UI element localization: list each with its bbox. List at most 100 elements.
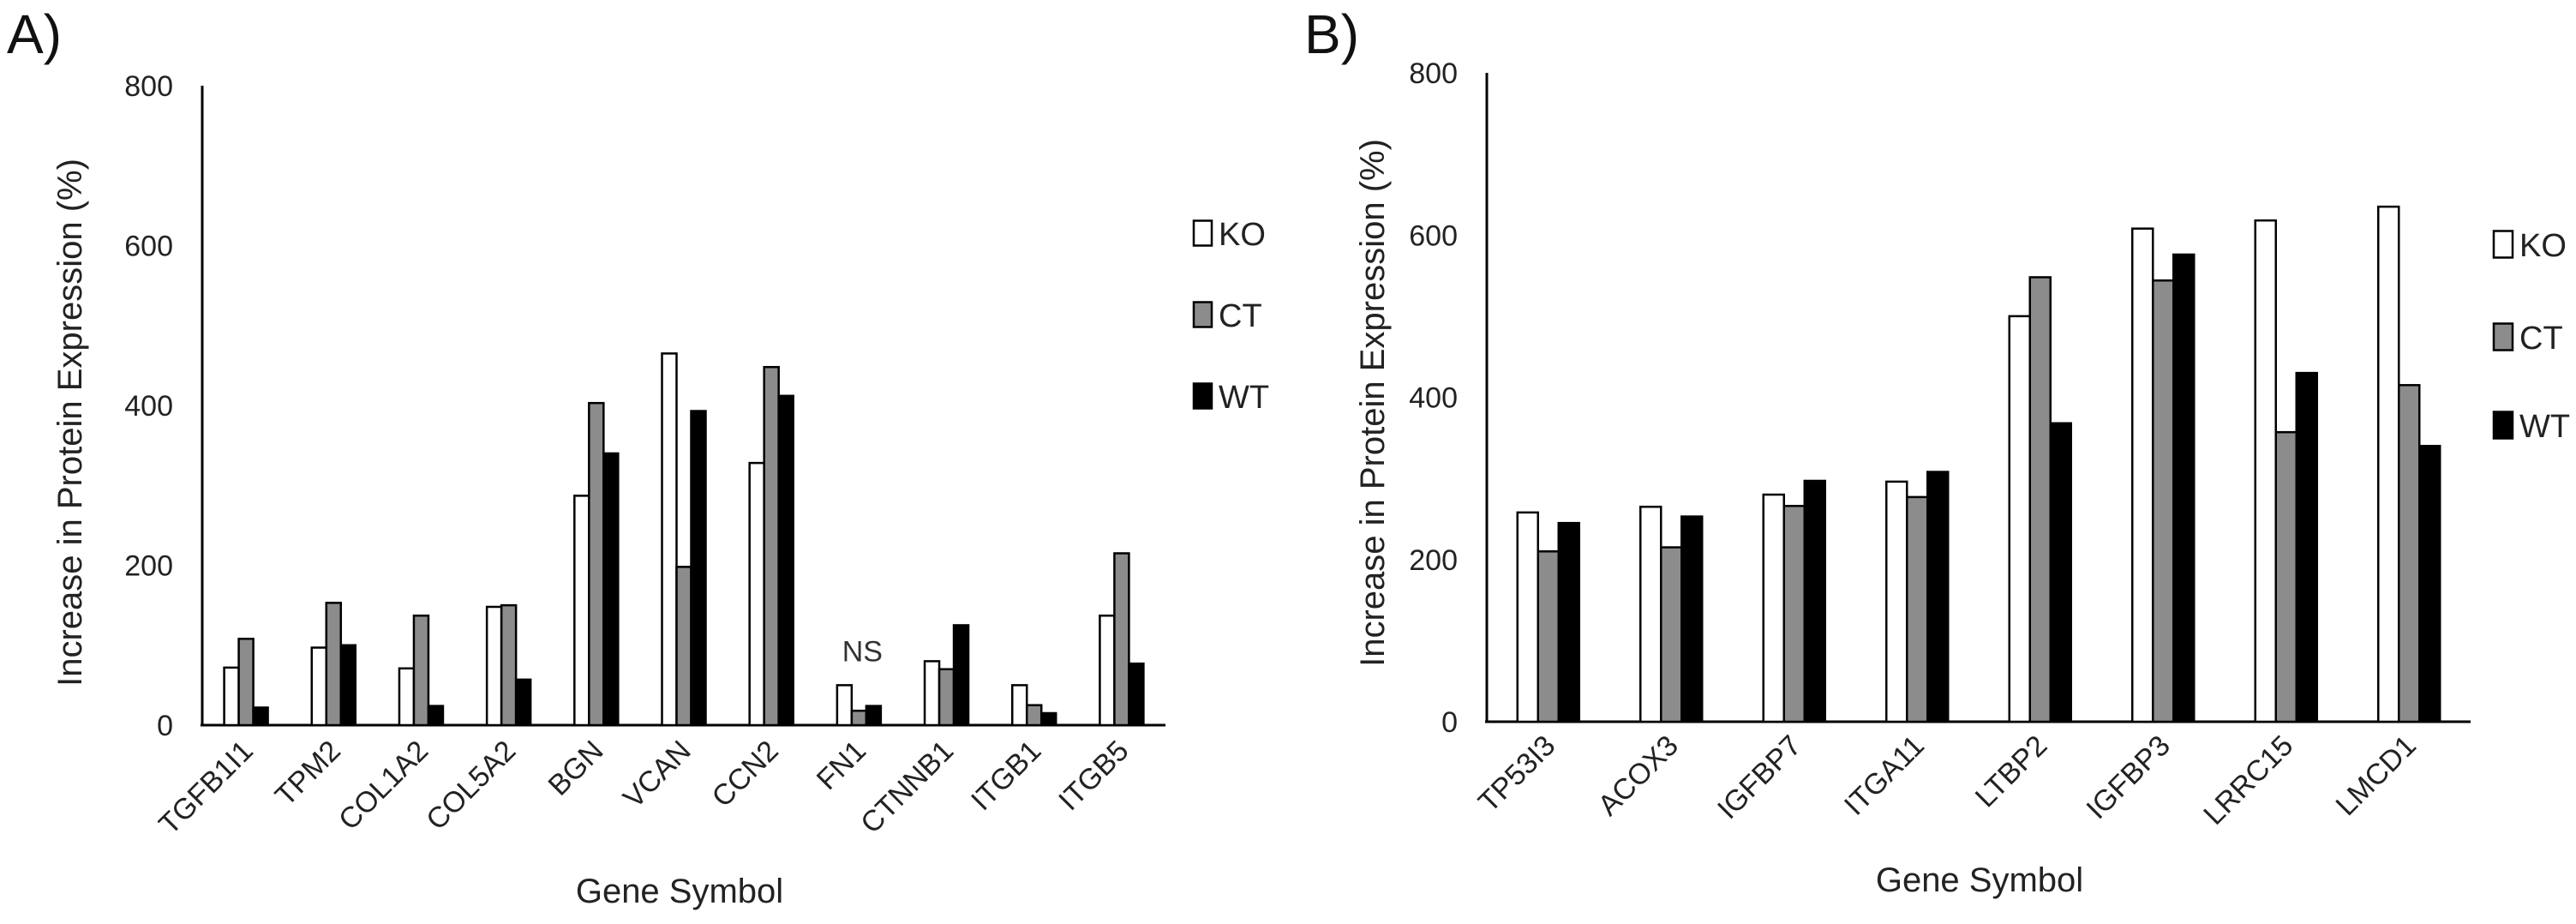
bar-ct-bgn (588, 401, 605, 727)
x-axis-title-a: Gene Symbol (576, 873, 783, 910)
bar-wt-col5a2 (514, 678, 532, 727)
category-label: COL5A2 (420, 735, 522, 837)
bar-wt-tgfb1i1 (252, 706, 269, 727)
category-label: ACOX3 (1592, 729, 1685, 822)
y-tick-label: 0 (1441, 706, 1458, 739)
legend-label-wt: WT (1219, 380, 1269, 416)
bar-wt-igfbp3 (2172, 253, 2196, 723)
bar-ko-bgn (573, 495, 590, 727)
bar-wt-itga11 (1926, 471, 1950, 723)
bar-ko-lrrc15 (2254, 219, 2277, 723)
bar-ct-igfbp3 (2152, 279, 2175, 723)
bar-wt-igfbp7 (1803, 479, 1826, 723)
bar-ko-tp53i3 (1516, 511, 1539, 723)
bars-b (1516, 205, 2441, 723)
legend-swatch-ko (2492, 230, 2514, 259)
bar-ko-col1a2 (398, 667, 416, 727)
bar-ct-vcan (675, 566, 692, 727)
y-tick-label: 600 (1409, 219, 1458, 252)
x-axis-title-b: Gene Symbol (1876, 861, 2083, 899)
bar-ct-tgfb1i1 (237, 638, 255, 727)
bar-ko-col5a2 (485, 605, 503, 727)
bar-wt-ccn2 (777, 394, 794, 727)
bar-ko-ltbp2 (2008, 315, 2031, 723)
legend-swatch-wt (1192, 382, 1213, 410)
bar-ct-itgb5 (1113, 552, 1130, 727)
category-label: COL1A2 (332, 735, 434, 837)
y-ticks-a: 0 200 400 600 800 (124, 70, 173, 742)
bar-ct-ccn2 (763, 365, 780, 727)
bar-ko-ccn2 (748, 461, 765, 727)
bar-wt-itgb1 (1039, 711, 1057, 727)
y-tick-label: 400 (1409, 382, 1458, 415)
bar-wt-tp53i3 (1557, 521, 1580, 723)
y-ticks-b: 0 200 400 600 800 (1409, 57, 1458, 739)
bar-ct-itga11 (1906, 495, 1929, 723)
category-label: LRRC15 (2197, 729, 2299, 831)
bar-ko-tpm2 (310, 646, 328, 727)
bar-ct-col5a2 (500, 603, 518, 727)
bar-wt-vcan (690, 410, 707, 727)
bar-wt-itgb5 (1128, 662, 1145, 727)
bar-wt-ctnnb1 (952, 624, 970, 727)
category-label: CCN2 (706, 735, 785, 813)
y-tick-label: 0 (157, 710, 173, 742)
bar-wt-ltbp2 (2049, 422, 2072, 723)
bar-ct-lmcd1 (2398, 384, 2421, 723)
bar-ko-lmcd1 (2377, 205, 2400, 723)
category-label: CTNNB1 (854, 735, 960, 840)
category-label: LTBP2 (1969, 729, 2054, 814)
bar-ct-fn1 (850, 709, 868, 727)
y-tick-label: 200 (1409, 544, 1458, 577)
category-label: ITGA11 (1838, 729, 1931, 822)
chart-panel-a: A) Increase in Protein Expression (%) Ge… (7, 3, 1269, 910)
bar-ct-col1a2 (412, 614, 430, 727)
legend-label-wt: WT (2519, 409, 2570, 445)
bar-ko-ctnnb1 (923, 660, 941, 727)
y-tick-label: 800 (124, 70, 173, 103)
category-label: VCAN (617, 735, 698, 815)
category-label: ITGB5 (1052, 735, 1135, 817)
bar-ct-itgb1 (1025, 704, 1043, 727)
bar-ct-acox3 (1660, 546, 1683, 723)
y-axis-title-a: Increase in Protein Expression (%) (51, 159, 89, 687)
bar-ko-tgfb1i1 (223, 666, 240, 727)
bar-ct-lrrc15 (2274, 430, 2297, 723)
category-label: FN1 (811, 735, 872, 796)
bar-wt-bgn (602, 452, 620, 727)
bar-ct-ctnnb1 (938, 668, 956, 727)
annotation-ns: NS (842, 635, 883, 668)
bar-ko-itga11 (1885, 480, 1908, 723)
y-tick-label: 200 (124, 550, 173, 583)
y-tick-label: 800 (1409, 57, 1458, 90)
bar-ko-vcan (661, 352, 678, 727)
legend-swatch-ct (1192, 301, 1213, 328)
legend-swatch-ct (2492, 322, 2514, 351)
bar-wt-fn1 (865, 705, 883, 727)
bar-ko-fn1 (836, 684, 854, 727)
legend-swatch-ko (1192, 219, 1213, 247)
bar-ko-igfbp3 (2131, 227, 2154, 723)
bar-ct-ltbp2 (2028, 276, 2052, 723)
legend-b: KO CT WT (2492, 228, 2570, 445)
bar-wt-tpm2 (339, 644, 357, 727)
category-label: TP53I3 (1472, 729, 1561, 819)
category-label: ITGB1 (965, 735, 1047, 817)
y-tick-label: 600 (124, 231, 173, 263)
panel-label-a: A) (7, 3, 62, 65)
category-label: LMCD1 (2330, 729, 2423, 822)
bar-wt-acox3 (1680, 515, 1704, 723)
bar-ko-itgb1 (1010, 684, 1028, 727)
y-axis-title-b: Increase in Protein Expression (%) (1354, 139, 1392, 667)
legend-swatch-wt (2492, 411, 2514, 440)
legend-label-ko: KO (1219, 217, 1266, 253)
bar-ct-igfbp7 (1782, 505, 1806, 723)
category-label: TPM2 (269, 735, 347, 813)
legend-label-ko: KO (2519, 228, 2567, 264)
category-labels-b: TP53I3 ACOX3 IGFBP7 ITGA11 LTBP2 IGFBP3 LRRC15… (1472, 729, 2423, 831)
bar-ko-igfbp7 (1762, 493, 1785, 723)
bar-ct-tpm2 (325, 602, 343, 727)
category-label: IGFBP7 (1711, 729, 1807, 825)
